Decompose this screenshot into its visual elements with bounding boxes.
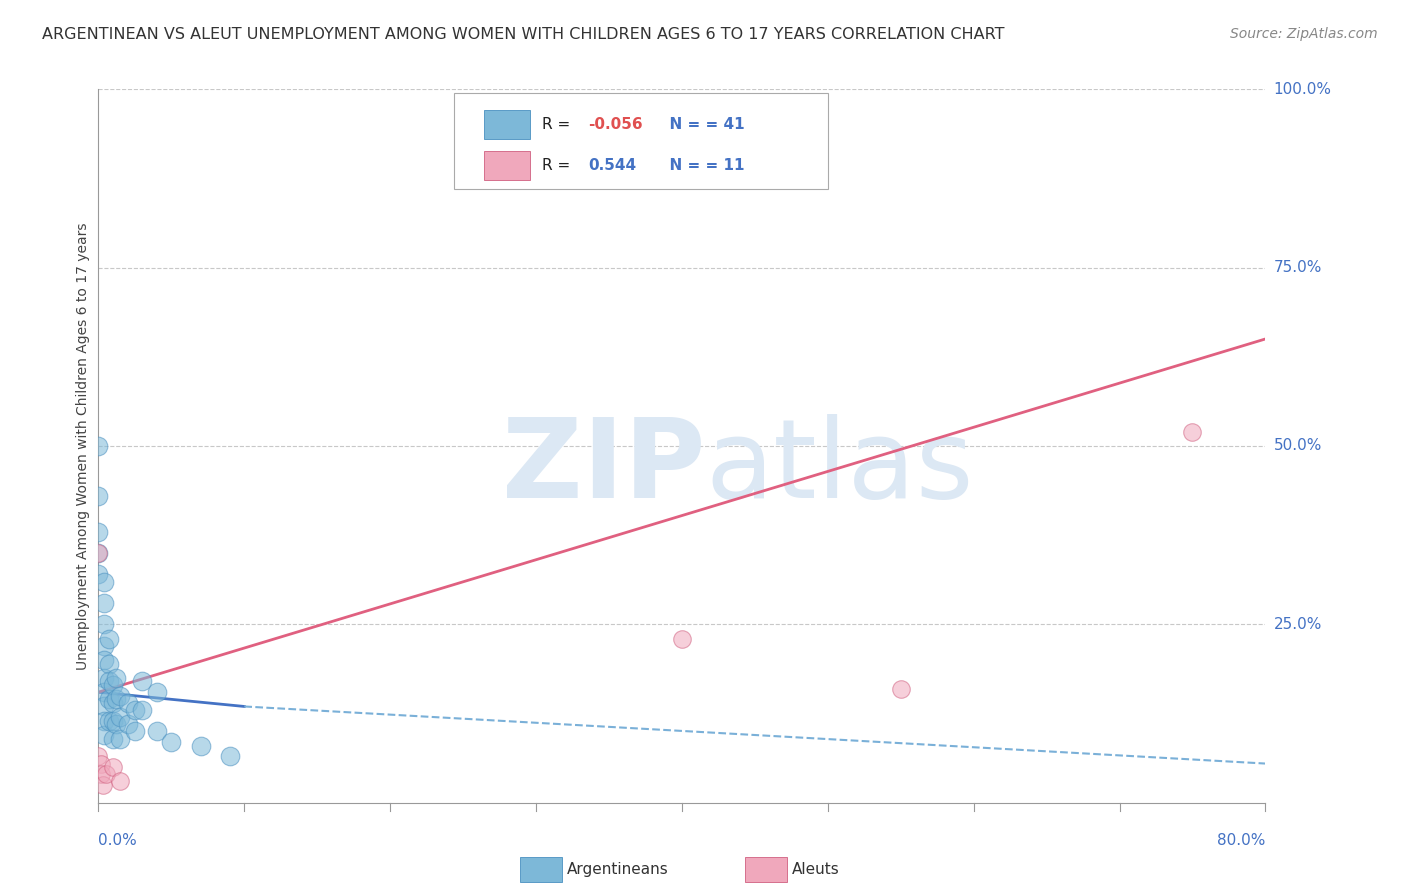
Point xyxy=(87,546,110,560)
Point xyxy=(94,767,117,781)
Point xyxy=(93,671,115,685)
Point xyxy=(160,735,183,749)
Point xyxy=(90,756,112,771)
Point xyxy=(890,681,912,696)
Text: 80.0%: 80.0% xyxy=(1218,833,1265,848)
Text: Argentineans: Argentineans xyxy=(567,863,668,877)
Point xyxy=(93,639,115,653)
Text: Aleuts: Aleuts xyxy=(792,863,839,877)
Point xyxy=(110,710,132,724)
Point xyxy=(104,692,127,706)
Text: 50.0%: 50.0% xyxy=(1274,439,1322,453)
Point xyxy=(218,749,240,764)
Point xyxy=(101,731,124,746)
Point xyxy=(93,617,115,632)
Text: N = = 41: N = = 41 xyxy=(658,117,744,132)
Text: 100.0%: 100.0% xyxy=(1274,82,1331,96)
Point xyxy=(93,714,115,728)
Point xyxy=(93,596,115,610)
Point xyxy=(87,567,110,582)
Text: N = = 11: N = = 11 xyxy=(658,158,744,173)
Point xyxy=(90,767,112,781)
Point xyxy=(101,678,124,692)
Point xyxy=(104,717,127,731)
Point xyxy=(97,632,120,646)
Text: 25.0%: 25.0% xyxy=(1274,617,1322,632)
Point xyxy=(93,574,115,589)
Point xyxy=(87,489,110,503)
Point xyxy=(117,696,139,710)
Point xyxy=(124,703,146,717)
Text: 0.544: 0.544 xyxy=(589,158,637,173)
Point xyxy=(87,524,110,539)
Text: ARGENTINEAN VS ALEUT UNEMPLOYMENT AMONG WOMEN WITH CHILDREN AGES 6 TO 17 YEARS C: ARGENTINEAN VS ALEUT UNEMPLOYMENT AMONG … xyxy=(42,27,1005,42)
Point xyxy=(146,724,169,739)
Point xyxy=(97,714,120,728)
Text: 0.0%: 0.0% xyxy=(98,833,138,848)
Point xyxy=(131,674,153,689)
Point xyxy=(1181,425,1204,439)
Point xyxy=(101,696,124,710)
Point xyxy=(117,717,139,731)
Y-axis label: Unemployment Among Women with Children Ages 6 to 17 years: Unemployment Among Women with Children A… xyxy=(76,222,90,670)
Text: -0.056: -0.056 xyxy=(589,117,643,132)
Text: R =: R = xyxy=(541,158,579,173)
Point xyxy=(87,439,110,453)
Point xyxy=(97,657,120,671)
Bar xyxy=(484,152,530,180)
Point xyxy=(110,731,132,746)
Point xyxy=(93,699,115,714)
Point xyxy=(93,653,115,667)
Text: ZIP: ZIP xyxy=(502,414,706,521)
Point xyxy=(87,749,110,764)
Point xyxy=(110,689,132,703)
Bar xyxy=(484,111,530,139)
Text: 75.0%: 75.0% xyxy=(1274,260,1322,275)
Point xyxy=(190,739,212,753)
Point xyxy=(671,632,693,646)
Text: R =: R = xyxy=(541,117,575,132)
Point xyxy=(146,685,169,699)
Point xyxy=(124,724,146,739)
Point xyxy=(97,674,120,689)
Point xyxy=(91,778,114,792)
Text: Source: ZipAtlas.com: Source: ZipAtlas.com xyxy=(1230,27,1378,41)
Point xyxy=(131,703,153,717)
Text: atlas: atlas xyxy=(706,414,974,521)
FancyBboxPatch shape xyxy=(454,93,828,189)
Point xyxy=(101,760,124,774)
Point xyxy=(101,714,124,728)
Point xyxy=(93,685,115,699)
Point xyxy=(87,546,110,560)
Point xyxy=(97,692,120,706)
Point xyxy=(110,774,132,789)
Point xyxy=(104,671,127,685)
Point xyxy=(93,728,115,742)
